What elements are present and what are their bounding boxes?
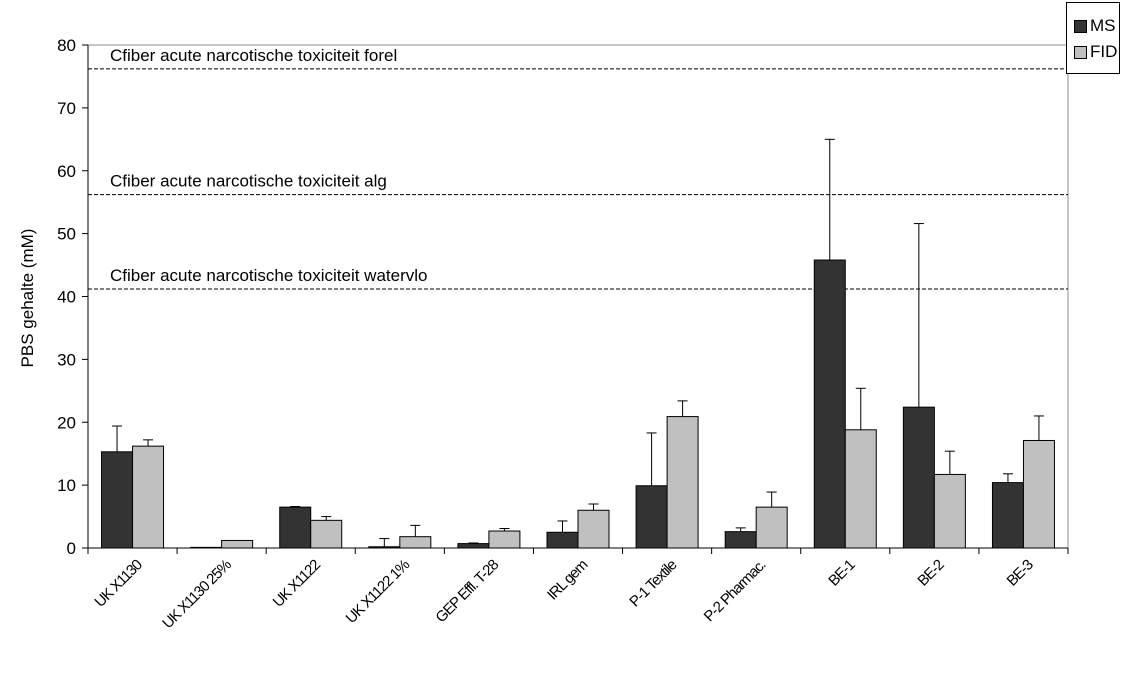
bar-ms-7 xyxy=(724,531,757,549)
y-tick-label: 70 xyxy=(57,99,76,118)
legend-label-fid: FID xyxy=(1090,42,1118,61)
legend-swatch-ms xyxy=(1074,19,1087,33)
x-tick-label: GEP Effl. T-28 xyxy=(432,556,502,626)
bar-fid-6 xyxy=(666,416,699,549)
bar-ms-6 xyxy=(635,485,668,549)
legend-swatch-fid xyxy=(1074,45,1087,59)
bar-ms-10 xyxy=(991,482,1024,549)
y-tick-label: 0 xyxy=(67,539,76,558)
bar-fid-5 xyxy=(577,509,610,549)
legend-label-ms: MS xyxy=(1090,16,1116,35)
y-tick-label: 80 xyxy=(57,36,76,55)
bar-ms-2 xyxy=(279,506,312,549)
y-tick-label: 30 xyxy=(57,350,76,369)
bar-fid-2 xyxy=(310,519,343,549)
x-tick-label: P-2 Pharmac. xyxy=(701,557,769,625)
x-tick-label: BE-1 xyxy=(825,556,858,589)
bar-ms-0 xyxy=(101,451,134,549)
y-tick-label: 10 xyxy=(57,476,76,495)
bar-ms-1 xyxy=(190,546,223,549)
legend: MS FID xyxy=(1066,2,1120,74)
y-axis: 0 10 20 30 40 50 60 70 80 xyxy=(57,36,89,558)
legend-item-ms: MS xyxy=(1074,16,1116,36)
x-tick-label: UK X1122 1% xyxy=(343,556,414,627)
bar-ms-5 xyxy=(546,531,579,549)
bar-ms-4 xyxy=(457,543,490,549)
bar-fid-8 xyxy=(844,429,877,549)
bar-ms-8 xyxy=(813,259,846,549)
legend-item-fid: FID xyxy=(1074,42,1117,62)
y-tick-label: 20 xyxy=(57,413,76,432)
x-tick-label: BE-2 xyxy=(914,556,947,589)
y-tick-label: 50 xyxy=(57,225,76,244)
y-tick-label: 60 xyxy=(57,162,76,181)
bar-fid-4 xyxy=(488,530,521,549)
bars xyxy=(101,138,1055,549)
reference-line-label: Cfiber acute narcotische toxiciteit fore… xyxy=(110,46,397,65)
bar-ms-9 xyxy=(902,406,935,549)
x-tick-label: UK X1122 xyxy=(270,556,324,610)
bar-fid-3 xyxy=(399,536,432,549)
bar-fid-0 xyxy=(132,445,165,549)
bar-fid-1 xyxy=(221,539,254,549)
reference-lines: Cfiber acute narcotische toxiciteit fore… xyxy=(88,46,1068,290)
reference-line-label: Cfiber acute narcotische toxiciteit wate… xyxy=(110,266,427,285)
x-tick-label: P-1 Textile xyxy=(626,556,680,610)
reference-line-label: Cfiber acute narcotische toxiciteit alg xyxy=(110,172,387,191)
y-axis-label: PBS gehalte (mM) xyxy=(18,229,37,368)
x-axis: UK X1130 UK X1130 25% UK X1122 UK X1122 1% G… xyxy=(87,547,1069,632)
bar-fid-10 xyxy=(1022,439,1055,549)
bar-fid-7 xyxy=(755,506,788,549)
x-tick-label: UK X1130 25% xyxy=(159,556,235,632)
bar-fid-9 xyxy=(933,473,966,549)
x-tick-label: IRL gem xyxy=(544,556,591,603)
x-tick-label: UK X1130 xyxy=(91,556,145,610)
x-tick-label: BE-3 xyxy=(1004,556,1037,589)
y-tick-label: 40 xyxy=(57,288,76,307)
bar-ms-3 xyxy=(368,546,401,549)
